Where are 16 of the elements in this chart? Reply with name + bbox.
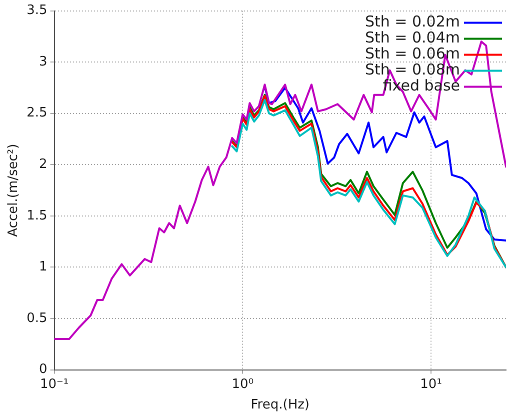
- y-tick-label: 3: [38, 54, 48, 70]
- x-axis-title: Freq.(Hz): [250, 398, 310, 413]
- y-axis-title: Accel.(m/sec²): [6, 144, 22, 237]
- x-tick-label: 10¹: [420, 376, 442, 392]
- x-tick-label: 10⁰: [232, 376, 254, 392]
- y-tick-label: 0.5: [26, 310, 48, 326]
- legend-label: Sth = 0.06m: [364, 44, 460, 63]
- legend-label: Sth = 0.04m: [364, 28, 460, 47]
- y-tick-label: 2.5: [26, 106, 48, 121]
- legend-label: Sth = 0.02m: [364, 12, 460, 31]
- y-tick-label: 3.5: [26, 3, 48, 18]
- y-tick-label: 0: [38, 362, 48, 378]
- y-tick-label: 1.5: [26, 208, 48, 224]
- x-tick-label: 10⁻¹: [40, 376, 69, 392]
- y-tick-label: 1: [38, 260, 48, 275]
- y-tick-label: 2: [38, 157, 48, 172]
